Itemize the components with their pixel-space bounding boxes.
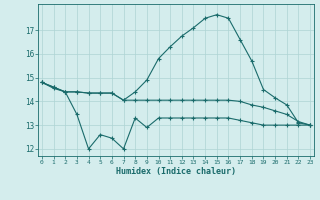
X-axis label: Humidex (Indice chaleur): Humidex (Indice chaleur): [116, 167, 236, 176]
